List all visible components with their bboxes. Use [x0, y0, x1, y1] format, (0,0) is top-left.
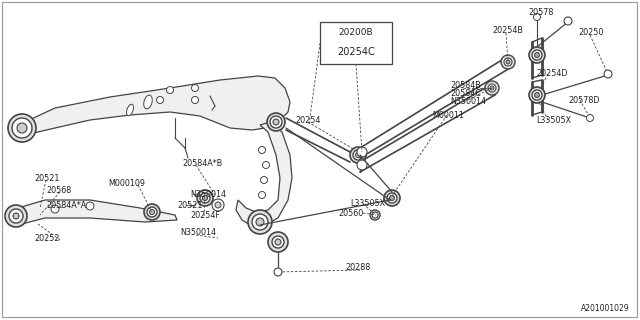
Circle shape: [197, 190, 213, 206]
Circle shape: [357, 147, 367, 157]
Circle shape: [191, 84, 198, 92]
Circle shape: [270, 116, 282, 128]
Circle shape: [534, 52, 540, 58]
Circle shape: [191, 97, 198, 103]
Circle shape: [529, 87, 545, 103]
Text: 20584A*A: 20584A*A: [46, 201, 86, 210]
Ellipse shape: [144, 95, 152, 109]
Circle shape: [490, 86, 494, 90]
Text: 20254C: 20254C: [337, 47, 375, 57]
Text: 20578D: 20578D: [568, 95, 600, 105]
Circle shape: [202, 196, 207, 201]
Circle shape: [488, 84, 496, 92]
Text: N350014: N350014: [180, 228, 216, 236]
Text: M000109: M000109: [108, 179, 145, 188]
Text: L33505X: L33505X: [350, 198, 385, 207]
Polygon shape: [236, 122, 292, 226]
Text: 20254B: 20254B: [492, 26, 523, 35]
Text: 20578: 20578: [528, 7, 554, 17]
Circle shape: [259, 191, 266, 198]
Circle shape: [13, 213, 19, 219]
Circle shape: [272, 236, 284, 248]
Text: 20584C: 20584C: [450, 89, 481, 98]
Circle shape: [215, 202, 221, 208]
Circle shape: [387, 193, 397, 203]
Circle shape: [604, 70, 612, 78]
Text: 20252: 20252: [34, 234, 60, 243]
Circle shape: [504, 58, 512, 66]
Circle shape: [390, 196, 394, 201]
Circle shape: [529, 47, 545, 63]
Circle shape: [267, 113, 285, 131]
Circle shape: [260, 177, 268, 183]
Text: 20521: 20521: [177, 201, 202, 210]
Text: 20250: 20250: [578, 28, 604, 36]
Circle shape: [501, 55, 515, 69]
Circle shape: [51, 205, 59, 213]
Circle shape: [586, 115, 593, 122]
Ellipse shape: [127, 104, 134, 116]
Text: 20254F: 20254F: [190, 211, 220, 220]
Text: N350014: N350014: [450, 97, 486, 106]
Circle shape: [200, 193, 210, 203]
Circle shape: [8, 114, 36, 142]
Circle shape: [144, 204, 160, 220]
FancyBboxPatch shape: [2, 2, 637, 317]
Text: 20584A*B: 20584A*B: [182, 158, 222, 167]
Circle shape: [273, 119, 279, 125]
Circle shape: [372, 212, 378, 218]
Circle shape: [357, 160, 367, 170]
Circle shape: [252, 214, 268, 230]
Text: 20254D: 20254D: [536, 68, 568, 77]
Circle shape: [353, 150, 363, 160]
Circle shape: [256, 218, 264, 226]
Polygon shape: [18, 200, 177, 225]
Text: M00011: M00011: [432, 110, 464, 119]
Text: N350014: N350014: [190, 189, 226, 198]
Circle shape: [350, 147, 366, 163]
Circle shape: [86, 202, 94, 210]
Circle shape: [262, 162, 269, 169]
Circle shape: [275, 239, 281, 245]
Circle shape: [157, 97, 163, 103]
Text: 20254: 20254: [295, 116, 321, 124]
Circle shape: [259, 147, 266, 154]
Circle shape: [248, 210, 272, 234]
Circle shape: [355, 153, 360, 157]
Circle shape: [166, 86, 173, 93]
FancyBboxPatch shape: [320, 22, 392, 64]
Circle shape: [5, 205, 27, 227]
Circle shape: [12, 118, 32, 138]
Circle shape: [17, 123, 27, 133]
Circle shape: [212, 199, 224, 211]
Circle shape: [534, 13, 541, 20]
Text: L33505X: L33505X: [536, 116, 571, 124]
Circle shape: [564, 17, 572, 25]
Text: 20521: 20521: [34, 173, 60, 182]
Circle shape: [150, 210, 154, 214]
Circle shape: [485, 81, 499, 95]
Text: 20568: 20568: [46, 186, 71, 195]
Circle shape: [384, 190, 400, 206]
Circle shape: [506, 60, 510, 64]
Circle shape: [532, 90, 542, 100]
Circle shape: [268, 232, 288, 252]
Circle shape: [147, 207, 157, 217]
Circle shape: [274, 268, 282, 276]
Polygon shape: [25, 76, 290, 135]
Circle shape: [370, 210, 380, 220]
Text: 20560: 20560: [338, 209, 364, 218]
Circle shape: [532, 50, 542, 60]
Text: 20584B: 20584B: [450, 81, 481, 90]
Text: 20288: 20288: [345, 263, 371, 273]
Circle shape: [9, 209, 23, 223]
Text: 20200B: 20200B: [339, 28, 373, 36]
Circle shape: [534, 92, 540, 98]
Text: A201001029: A201001029: [581, 304, 630, 313]
